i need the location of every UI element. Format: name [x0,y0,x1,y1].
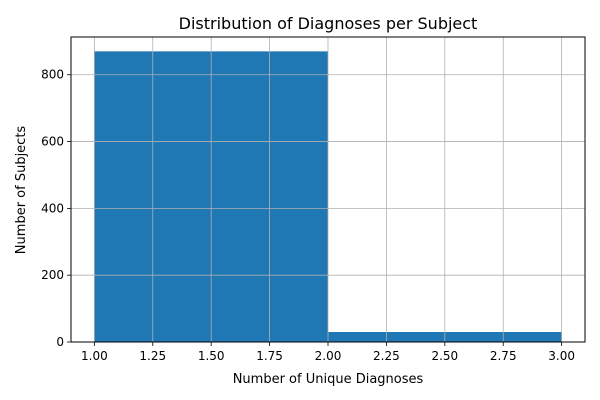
x-tick-label: 1.00 [81,349,108,363]
y-tick-label: 200 [41,268,64,282]
y-tick-label: 400 [41,201,64,215]
x-tick-label: 2.75 [490,349,517,363]
ticks-group: 1.00 1.25 1.50 1.75 2.00 2.25 2.50 2.75 3.00 0 200… [41,68,575,363]
x-tick-label: 3.00 [548,349,575,363]
x-tick-label: 1.50 [198,349,225,363]
x-tick-label: 1.75 [256,349,283,363]
y-tick-label: 0 [56,335,64,349]
x-tick-label: 2.50 [431,349,458,363]
y-axis-label: Number of Subjects [14,126,29,255]
x-axis-label: Number of Unique Diagnoses [233,372,424,387]
x-tick-label: 2.00 [315,349,342,363]
y-tick-label: 800 [41,68,64,82]
grid-group [71,37,585,343]
x-tick-label: 1.25 [139,349,166,363]
chart-title: Distribution of Diagnoses per Subject [179,14,478,33]
y-tick-label: 600 [41,135,64,149]
x-tick-label: 2.25 [373,349,400,363]
